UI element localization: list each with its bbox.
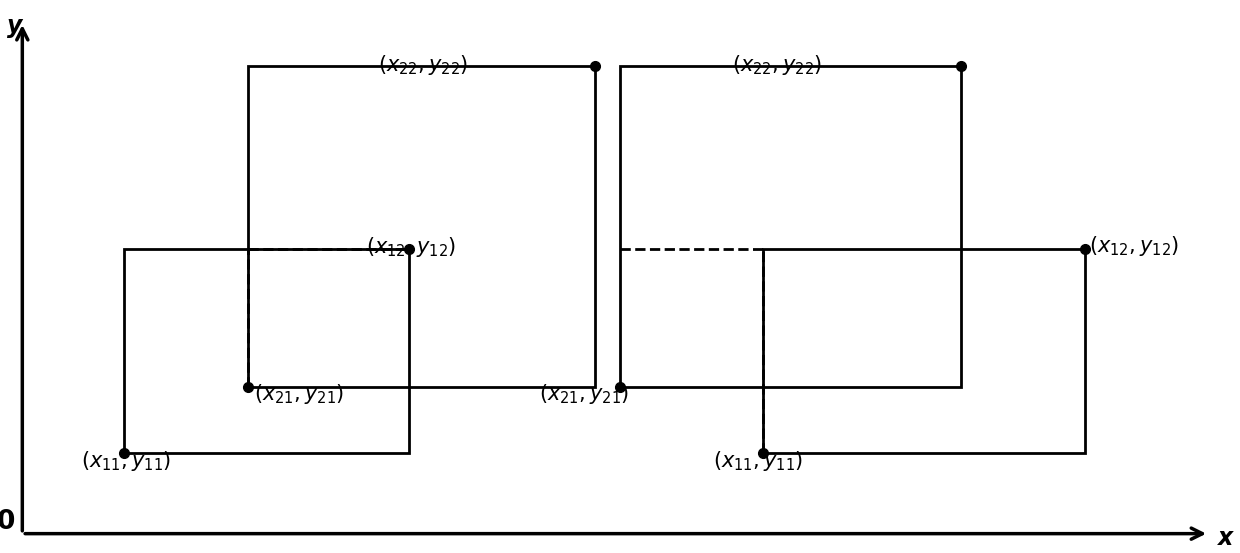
- Text: $(x_{12},y_{12})$: $(x_{12},y_{12})$: [366, 235, 456, 259]
- Text: $(x_{22},y_{22})$: $(x_{22},y_{22})$: [732, 53, 822, 76]
- Bar: [124, 249, 409, 453]
- Bar: [763, 249, 1085, 453]
- Text: $(x_{11},y_{11})$: $(x_{11},y_{11})$: [81, 449, 171, 473]
- Text: $(x_{21},y_{21})$: $(x_{21},y_{21})$: [539, 383, 630, 406]
- Text: $(x_{21},y_{21})$: $(x_{21},y_{21})$: [254, 383, 345, 406]
- Text: $(x_{12},y_{12})$: $(x_{12},y_{12})$: [1089, 234, 1179, 258]
- Text: $(x_{11},y_{11})$: $(x_{11},y_{11})$: [713, 449, 804, 473]
- Text: x: x: [1218, 525, 1233, 550]
- Bar: [248, 66, 595, 387]
- Text: $(x_{22},y_{22})$: $(x_{22},y_{22})$: [378, 53, 469, 76]
- Text: 0: 0: [0, 509, 15, 535]
- Bar: [620, 66, 961, 387]
- Text: y: y: [7, 14, 22, 38]
